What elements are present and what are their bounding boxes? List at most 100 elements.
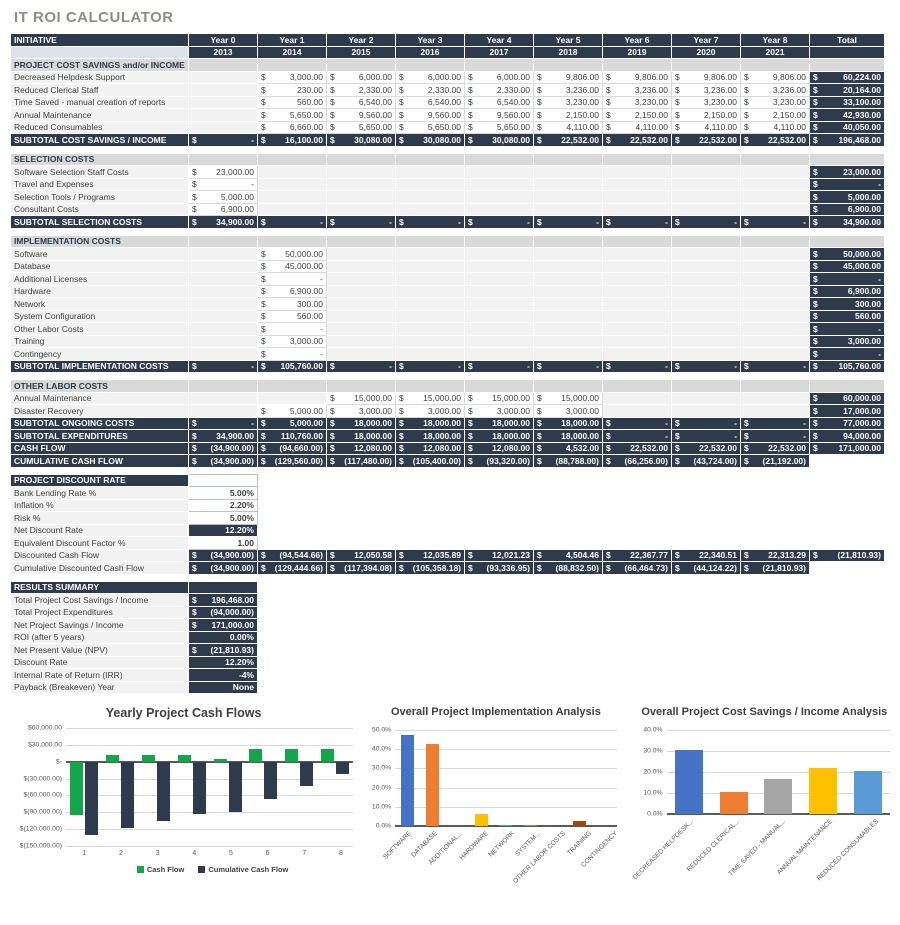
- row-label-cell[interactable]: Cumulative Discounted Cash Flow: [10, 561, 189, 575]
- empty-cell[interactable]: [326, 347, 396, 361]
- empty-cell[interactable]: [326, 297, 396, 311]
- empty-cell[interactable]: [326, 284, 396, 298]
- empty-cell[interactable]: [395, 284, 465, 298]
- empty-cell[interactable]: [188, 309, 258, 323]
- money-cell[interactable]: $3,000.00: [464, 404, 534, 418]
- empty-cell[interactable]: [395, 322, 465, 336]
- money-cell[interactable]: $9,806.00: [740, 70, 810, 84]
- money-cell[interactable]: $18,000.00: [464, 429, 534, 443]
- value-cell[interactable]: $171,000.00: [188, 618, 258, 632]
- money-cell[interactable]: $ (88,832.50): [533, 561, 603, 575]
- money-cell[interactable]: $ -: [671, 359, 741, 373]
- money-cell[interactable]: $ -: [257, 322, 327, 336]
- money-cell[interactable]: $12,021.23: [464, 548, 534, 562]
- empty-cell[interactable]: [533, 177, 603, 191]
- empty-cell[interactable]: [533, 272, 603, 286]
- subtotal-label-cell[interactable]: SUBTOTAL ONGOING COSTS: [10, 416, 189, 430]
- money-cell[interactable]: $9,806.00: [671, 70, 741, 84]
- section-header-cell[interactable]: [464, 234, 534, 248]
- money-cell[interactable]: $6,000.00: [395, 70, 465, 84]
- section-header-cell[interactable]: [809, 234, 885, 248]
- money-cell[interactable]: $12,080.00: [326, 441, 396, 455]
- row-label-cell[interactable]: Inflation %: [10, 498, 189, 512]
- total-cell[interactable]: $94,000.00: [809, 429, 885, 443]
- empty-cell[interactable]: [602, 165, 672, 179]
- empty-cell[interactable]: [740, 404, 810, 418]
- subtotal-label-cell[interactable]: SUBTOTAL EXPENDITURES: [10, 429, 189, 443]
- row-label-cell[interactable]: Software: [10, 247, 189, 261]
- empty-cell[interactable]: [257, 177, 327, 191]
- value-cell[interactable]: 2.20%: [188, 498, 258, 512]
- empty-cell[interactable]: [671, 391, 741, 405]
- row-label-cell[interactable]: Annual Maintenance: [10, 108, 189, 122]
- empty-cell[interactable]: [671, 334, 741, 348]
- total-cell[interactable]: $ -: [809, 272, 885, 286]
- money-cell[interactable]: $34,900.00: [188, 215, 258, 229]
- total-cell[interactable]: $20,164.00: [809, 83, 885, 97]
- money-cell[interactable]: $16,100.00: [257, 133, 327, 147]
- empty-cell[interactable]: [464, 334, 534, 348]
- row-label-cell[interactable]: Training: [10, 334, 189, 348]
- money-cell[interactable]: $ (34,900.00): [188, 441, 258, 455]
- empty-cell[interactable]: [602, 272, 672, 286]
- money-cell[interactable]: $ -: [257, 272, 327, 286]
- empty-cell[interactable]: [533, 202, 603, 216]
- money-cell[interactable]: $9,560.00: [326, 108, 396, 122]
- section-header-cell[interactable]: [257, 379, 327, 393]
- empty-cell[interactable]: [602, 202, 672, 216]
- money-cell[interactable]: $4,110.00: [740, 120, 810, 134]
- subtotal-label-cell[interactable]: SUBTOTAL IMPLEMENTATION COSTS: [10, 359, 189, 373]
- empty-cell[interactable]: [188, 404, 258, 418]
- money-cell[interactable]: $15,000.00: [326, 391, 396, 405]
- empty-cell[interactable]: [671, 272, 741, 286]
- total-cell[interactable]: $ -: [809, 322, 885, 336]
- money-cell[interactable]: $ -: [602, 416, 672, 430]
- value-cell[interactable]: -4%: [188, 668, 258, 682]
- section-header-cell[interactable]: [188, 152, 258, 166]
- total-cell[interactable]: $171,000.00: [809, 441, 885, 455]
- section-header-cell[interactable]: [671, 152, 741, 166]
- section-header-cell[interactable]: [671, 379, 741, 393]
- money-cell[interactable]: $ -: [464, 215, 534, 229]
- money-cell[interactable]: $4,532.00: [533, 441, 603, 455]
- section-header-cell[interactable]: [809, 58, 885, 72]
- row-label-cell[interactable]: Database: [10, 259, 189, 273]
- subtotal-label-cell[interactable]: SUBTOTAL SELECTION COSTS: [10, 215, 189, 229]
- value-cell[interactable]: 0.00%: [188, 630, 258, 644]
- empty-cell[interactable]: [464, 190, 534, 204]
- total-cell[interactable]: $60,224.00: [809, 70, 885, 84]
- money-cell[interactable]: $ (94,660.00): [257, 441, 327, 455]
- money-cell[interactable]: $ (93,336.95): [464, 561, 534, 575]
- empty-cell[interactable]: [326, 272, 396, 286]
- empty-cell[interactable]: [740, 309, 810, 323]
- empty-cell[interactable]: [395, 347, 465, 361]
- money-cell[interactable]: $12,080.00: [464, 441, 534, 455]
- empty-cell[interactable]: [740, 284, 810, 298]
- column-header[interactable]: Year 2: [326, 33, 396, 47]
- year-cell[interactable]: 2014: [257, 45, 327, 59]
- empty-cell[interactable]: [257, 190, 327, 204]
- row-label-cell[interactable]: Net Project Savings / Income: [10, 618, 189, 632]
- section-header[interactable]: OTHER LABOR COSTS: [10, 379, 189, 393]
- year-cell[interactable]: 2017: [464, 45, 534, 59]
- money-cell[interactable]: $22,532.00: [602, 133, 672, 147]
- empty-cell[interactable]: [671, 404, 741, 418]
- money-cell[interactable]: $22,532.00: [740, 133, 810, 147]
- empty-cell[interactable]: [188, 120, 258, 134]
- section-header-cell[interactable]: [740, 152, 810, 166]
- empty-cell[interactable]: [395, 309, 465, 323]
- money-cell[interactable]: $50,000.00: [257, 247, 327, 261]
- column-header[interactable]: Year 7: [671, 33, 741, 47]
- section-header-cell[interactable]: [257, 58, 327, 72]
- money-cell[interactable]: $4,110.00: [671, 120, 741, 134]
- money-cell[interactable]: $ -: [671, 429, 741, 443]
- subtotal-label-cell[interactable]: CUMULATIVE CASH FLOW: [10, 454, 189, 468]
- money-cell[interactable]: $ (34,900.00): [188, 548, 258, 562]
- money-cell[interactable]: $ -: [602, 359, 672, 373]
- empty-cell[interactable]: [671, 202, 741, 216]
- row-label-cell[interactable]: Consultant Costs: [10, 202, 189, 216]
- row-label-cell[interactable]: Risk %: [10, 511, 189, 525]
- money-cell[interactable]: $5,650.00: [257, 108, 327, 122]
- money-cell[interactable]: $3,000.00: [533, 404, 603, 418]
- total-cell[interactable]: $33,100.00: [809, 95, 885, 109]
